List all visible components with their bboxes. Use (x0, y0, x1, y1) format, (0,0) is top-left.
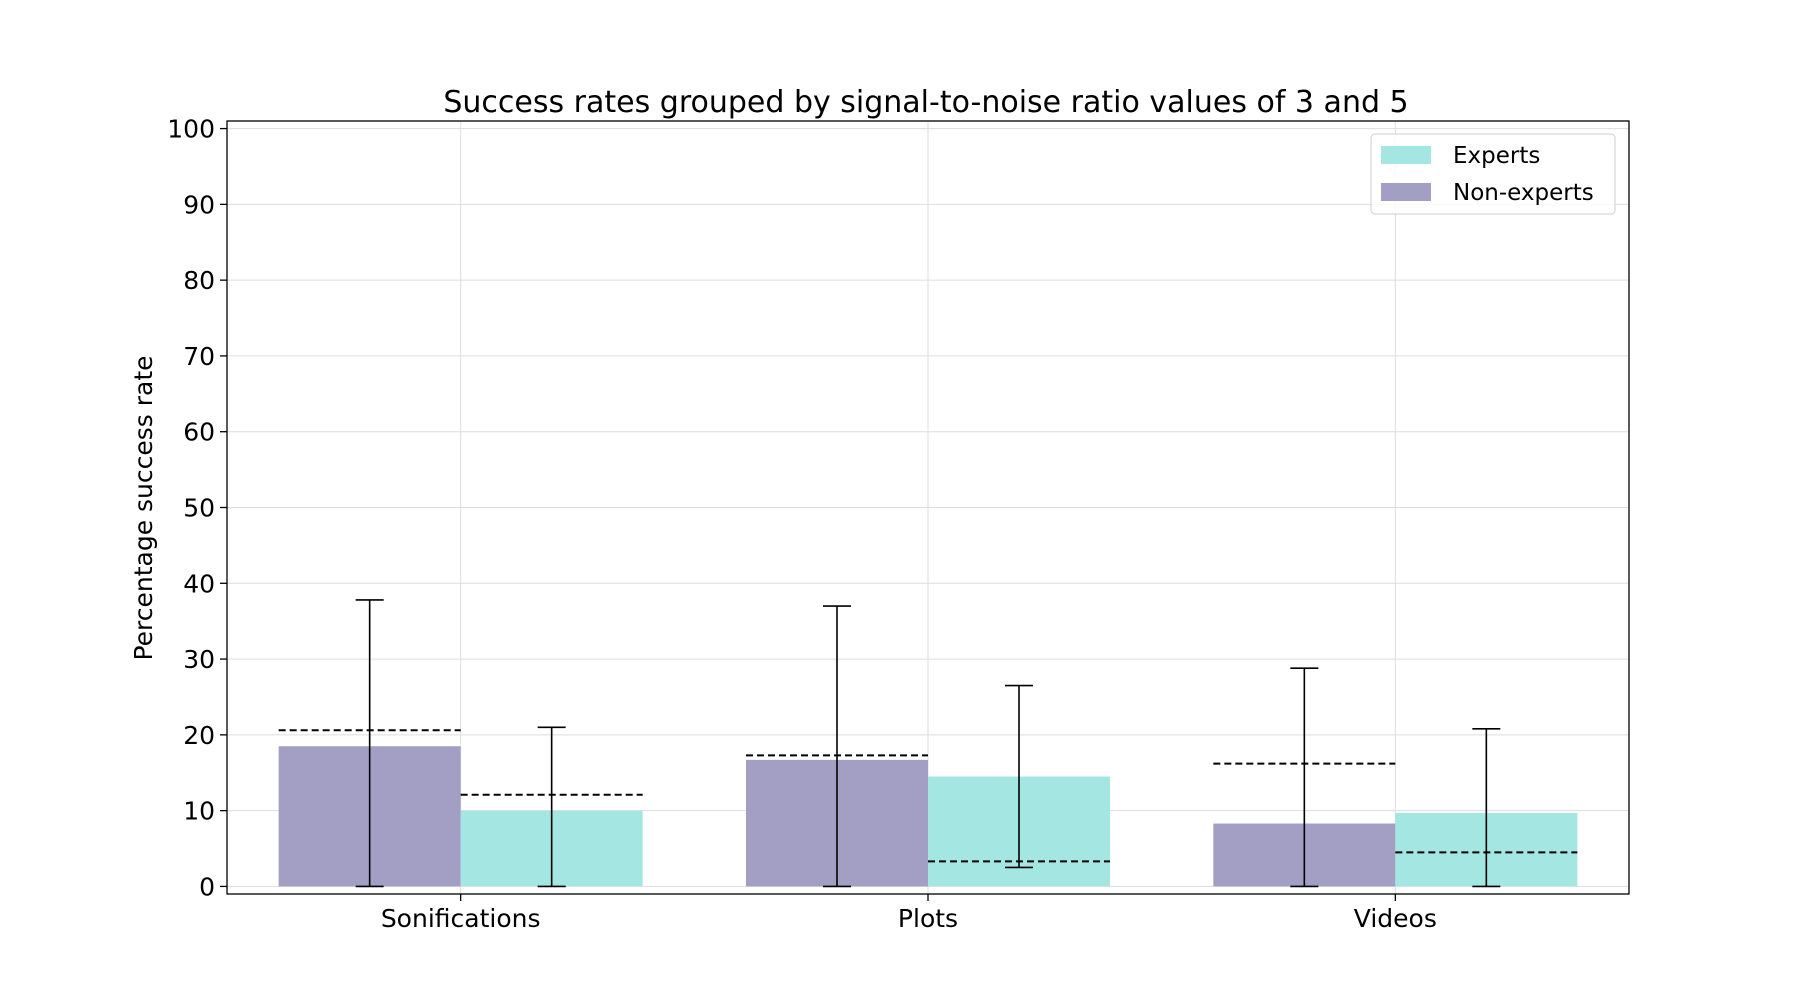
y-tick-label: 80 (183, 266, 215, 295)
y-tick-label: 0 (199, 872, 215, 901)
y-tick-label: 40 (183, 569, 215, 598)
x-tick-label: Plots (898, 904, 958, 933)
legend-swatch-non-experts (1381, 183, 1431, 201)
y-tick-label: 20 (183, 721, 215, 750)
y-tick-label: 60 (183, 418, 215, 447)
x-tick-label: Videos (1354, 904, 1437, 933)
legend-label-experts: Experts (1453, 143, 1540, 169)
y-tick-label: 50 (183, 494, 215, 523)
chart-title: Success rates grouped by signal-to-noise… (443, 85, 1408, 120)
y-tick-label: 70 (183, 342, 215, 371)
error-bars (355, 599, 1501, 888)
y-tick-label: 10 (183, 797, 215, 826)
axis-ticks: 0 10 20 30 40 50 60 70 80 90 100 Sonifications Plots… (167, 115, 1437, 933)
bars (278, 746, 1578, 887)
legend: Experts Non-experts (1370, 133, 1616, 215)
y-tick-label: 90 (183, 190, 215, 219)
legend-swatch-experts (1381, 146, 1431, 164)
y-tick-label: 100 (167, 115, 215, 144)
legend-box (1370, 133, 1616, 215)
legend-label-non-experts: Non-experts (1453, 180, 1594, 206)
y-tick-label: 30 (183, 645, 215, 674)
y-axis-label: Percentage success rate (129, 355, 158, 660)
x-tick-label: Sonifications (381, 904, 541, 933)
